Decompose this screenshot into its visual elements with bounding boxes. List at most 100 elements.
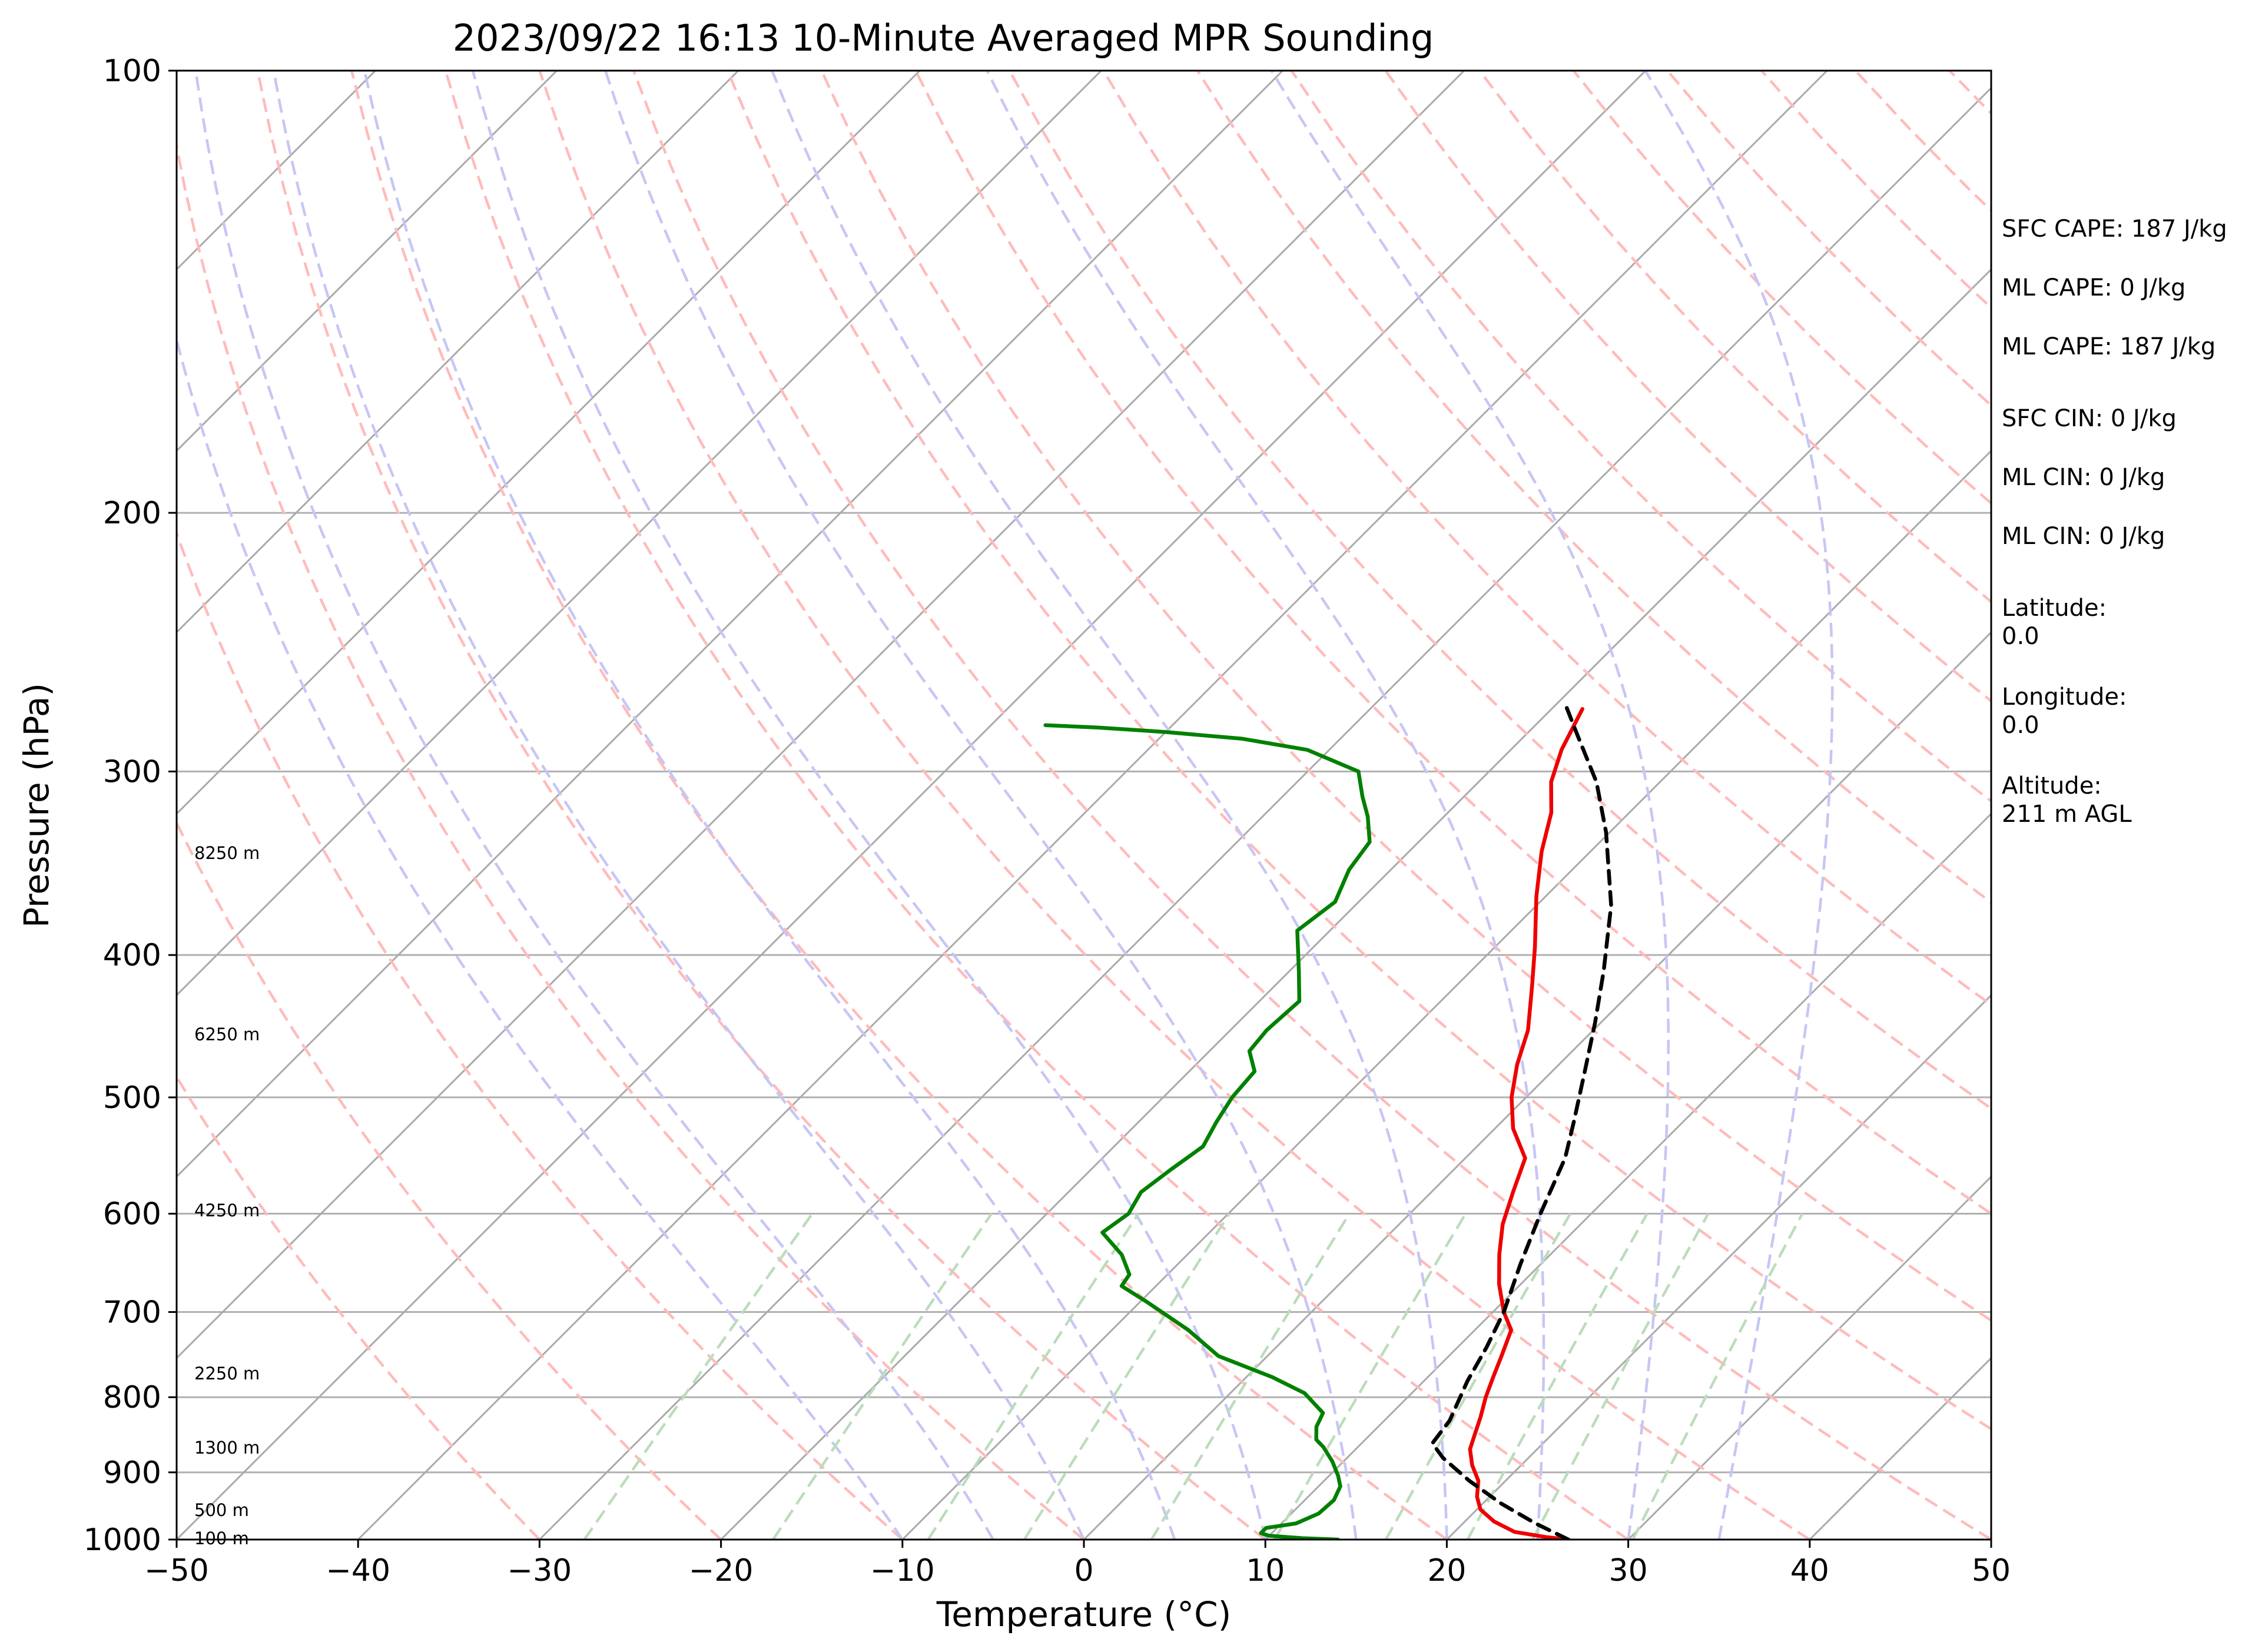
x-tick-label: 50 bbox=[1972, 1553, 2011, 1588]
height-label: 8250 m bbox=[194, 843, 260, 863]
isotherm-line bbox=[177, 71, 739, 634]
side-panel-line: 211 m AGL bbox=[2002, 801, 2132, 828]
x-tick-label: −40 bbox=[326, 1553, 390, 1588]
x-tick-label: 10 bbox=[1246, 1553, 1285, 1588]
moist-adiabat bbox=[604, 71, 1358, 1540]
sounding-profiles bbox=[1043, 702, 1613, 1540]
dry-adiabat bbox=[350, 71, 1448, 1540]
mixing-ratio-line bbox=[1531, 1213, 1710, 1540]
mixing-ratio-line bbox=[1631, 1213, 1804, 1540]
height-label: 2250 m bbox=[194, 1364, 260, 1384]
moist-adiabat bbox=[1270, 71, 1670, 1540]
y-axis-label: Pressure (hPa) bbox=[16, 683, 57, 928]
dry-adiabat bbox=[177, 139, 1085, 1540]
dry-adiabat bbox=[177, 820, 722, 1540]
dry-adiabat bbox=[177, 529, 904, 1540]
isotherm-line bbox=[1083, 631, 1991, 1540]
x-tick-label: 0 bbox=[1074, 1553, 1093, 1588]
x-tick-label: −30 bbox=[508, 1553, 572, 1588]
isotherm-line bbox=[1627, 1175, 1991, 1540]
height-label: 500 m bbox=[194, 1500, 249, 1520]
dry-adiabat bbox=[632, 71, 1991, 1540]
side-panel-line: 0.0 bbox=[2002, 712, 2039, 739]
dry-adiabat bbox=[444, 71, 1629, 1540]
mixing-ratio-line bbox=[927, 1213, 1140, 1540]
side-panel-line: Longitude: bbox=[2002, 684, 2127, 711]
x-tick-label: −20 bbox=[689, 1553, 754, 1588]
side-panel-line: ML CIN: 0 J/kg bbox=[2002, 523, 2165, 550]
axis-ticks: −50 −40 −30 −20 −10 0 10 20 30 40 50 1000 900 800 700 6… bbox=[84, 54, 2011, 1588]
mixing-ratio-line bbox=[1150, 1213, 1351, 1540]
isotherm-line bbox=[177, 71, 1283, 1178]
parcel-profile bbox=[1430, 702, 1613, 1540]
isotherm-line bbox=[720, 268, 1991, 1540]
mixing-ratio-line bbox=[772, 1213, 993, 1540]
moist-adiabat bbox=[272, 71, 1086, 1540]
dewpoint-profile bbox=[1043, 723, 1372, 1540]
moist-adiabat bbox=[363, 71, 1176, 1540]
isotherm-line bbox=[357, 71, 1828, 1540]
side-panel-line: SFC CAPE: 187 J/kg bbox=[2002, 215, 2227, 243]
isotherm-line bbox=[2173, 71, 2262, 1540]
height-label: 6250 m bbox=[194, 1024, 260, 1044]
isotherm-line bbox=[177, 71, 1465, 1359]
side-panel-line: ML CIN: 0 J/kg bbox=[2002, 464, 2165, 491]
mixing-ratio-line bbox=[1384, 1213, 1572, 1540]
isotherm-line bbox=[901, 449, 1991, 1540]
x-tick-label: −50 bbox=[144, 1553, 209, 1588]
plot-frame bbox=[175, 69, 1992, 1541]
isotherm-line bbox=[1265, 812, 1991, 1540]
dry-adiabat bbox=[538, 71, 1811, 1540]
isotherm-line bbox=[1446, 994, 1991, 1540]
isotherm-line bbox=[177, 71, 1647, 1540]
side-panel-line: 0.0 bbox=[2002, 623, 2039, 650]
y-tick-label: 300 bbox=[103, 754, 161, 789]
x-tick-label: −10 bbox=[870, 1553, 935, 1588]
side-panel-line: Latitude: bbox=[2002, 595, 2107, 622]
side-panel-line: SFC CIN: 0 J/kg bbox=[2002, 405, 2177, 432]
height-label: 1300 m bbox=[194, 1438, 260, 1458]
isotherm-line bbox=[177, 71, 558, 452]
dry-adiabat bbox=[1290, 71, 1991, 803]
y-tick-label: 100 bbox=[103, 54, 161, 89]
isotherm-line bbox=[539, 87, 1991, 1540]
side-panel-line: Altitude: bbox=[2002, 772, 2102, 800]
y-tick-label: 900 bbox=[103, 1455, 161, 1491]
side-panel: SFC CAPE: 187 J/kg ML CAPE: 0 J/kg ML CAPE… bbox=[2002, 215, 2227, 828]
x-tick-label: 20 bbox=[1427, 1553, 1466, 1588]
dry-adiabat bbox=[1102, 71, 1991, 1007]
height-labels: 100 m 500 m 1300 m 2250 m 4250 m 6250 m 8250 m bbox=[194, 843, 260, 1548]
chart-title: 2023/09/22 16:13 10-Minute Averaged MPR … bbox=[453, 16, 1434, 59]
side-panel-line: ML CAPE: 187 J/kg bbox=[2002, 333, 2215, 360]
x-axis-label: Temperature (°C) bbox=[936, 1594, 1232, 1634]
y-tick-label: 700 bbox=[103, 1295, 161, 1331]
temperature-profile bbox=[1468, 706, 1584, 1540]
moist-adiabat bbox=[986, 71, 1545, 1540]
mixing-ratio-line bbox=[583, 1213, 814, 1540]
moist-adiabat bbox=[471, 71, 1267, 1540]
dry-adiabat bbox=[726, 71, 1991, 1431]
x-tick-label: 40 bbox=[1790, 1553, 1829, 1588]
dry-adiabat bbox=[256, 71, 1266, 1540]
moist-adiabat bbox=[771, 71, 1448, 1540]
side-panel-line: ML CAPE: 0 J/kg bbox=[2002, 274, 2185, 301]
y-tick-label: 400 bbox=[103, 938, 161, 973]
moist-adiabat bbox=[194, 71, 994, 1540]
mixing-ratio-line bbox=[1273, 1213, 1467, 1540]
y-tick-label: 200 bbox=[103, 496, 161, 531]
height-label: 100 m bbox=[194, 1528, 249, 1548]
dry-adiabat bbox=[1008, 71, 1991, 1110]
y-tick-label: 500 bbox=[103, 1080, 161, 1116]
dry-adiabat bbox=[914, 71, 1991, 1216]
dry-adiabat bbox=[820, 71, 1991, 1322]
moist-adiabat bbox=[177, 334, 904, 1540]
y-tick-label: 800 bbox=[103, 1380, 161, 1415]
isotherm-line bbox=[177, 71, 1102, 997]
moist-adiabat bbox=[1644, 71, 1834, 1540]
height-label: 4250 m bbox=[194, 1200, 260, 1220]
y-tick-label: 600 bbox=[103, 1196, 161, 1232]
y-tick-label: 1000 bbox=[84, 1522, 161, 1558]
background-lines bbox=[177, 71, 2262, 1540]
dry-adiabat bbox=[177, 1074, 541, 1540]
